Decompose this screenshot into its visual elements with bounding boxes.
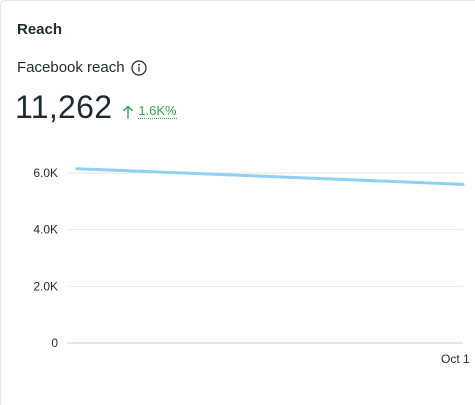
x-tick-label: Oct 1	[441, 352, 470, 366]
reach-series-line[interactable]	[75, 167, 465, 186]
metric-header: Facebook reach	[17, 59, 147, 76]
y-tick-label: 6.0K	[33, 166, 58, 180]
metric-label: Facebook reach	[17, 59, 125, 76]
metric-delta-value[interactable]: 1.6K%	[138, 102, 177, 119]
y-tick-label: 2.0K	[33, 279, 58, 293]
y-tick-label: 0	[51, 336, 58, 350]
metric-value: 11,262	[15, 89, 113, 125]
section-title: Reach	[17, 21, 63, 38]
metric-value-row: 11,262 1.6K%	[15, 89, 177, 126]
metric-delta: 1.6K%	[122, 102, 177, 119]
info-icon[interactable]	[130, 59, 147, 76]
arrow-up-icon	[122, 105, 134, 119]
reach-line-chart: 0 2.0K 4.0K 6.0K Oct 1	[33, 166, 470, 366]
y-tick-label: 4.0K	[33, 223, 58, 237]
